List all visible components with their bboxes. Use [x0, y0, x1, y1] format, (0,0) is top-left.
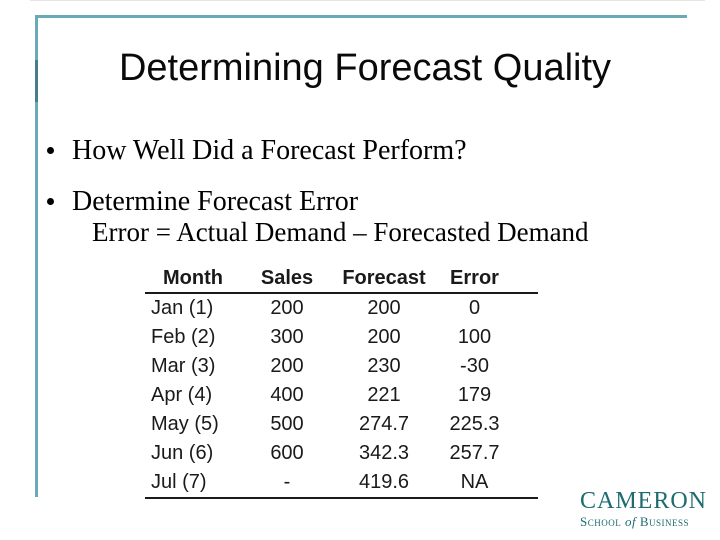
cell-month: Jun (6) — [151, 442, 214, 464]
cell-sales: 200 — [270, 297, 304, 319]
logo-wordmark: CAMERON — [580, 488, 708, 514]
bullet-item-1: How Well Did a Forecast Perform? — [47, 134, 467, 168]
cell-sales: 500 — [270, 413, 304, 435]
slide-frame-left-border — [35, 15, 38, 497]
cell-forecast: 342.3 — [358, 442, 410, 464]
cell-month: Feb (2) — [151, 326, 216, 348]
cell-forecast: 230 — [367, 355, 401, 377]
column-header-month: Month — [145, 266, 241, 294]
table-row: Mar (3) 200 230 -30 — [145, 352, 538, 381]
cell-forecast: 274.7 — [358, 413, 410, 435]
table-row: Apr (4) 400 221 179 — [145, 381, 538, 410]
cell-forecast: 221 — [367, 384, 401, 406]
slide-frame-left-accent — [35, 60, 38, 102]
cell-sales: 300 — [270, 326, 304, 348]
bullet-marker-icon — [47, 198, 54, 205]
cell-error: 257.7 — [449, 442, 500, 464]
cell-month: Mar (3) — [151, 355, 216, 377]
cell-error: 100 — [457, 326, 492, 348]
table-header-row: Month Sales Forecast Error — [145, 266, 538, 294]
forecast-error-table: Month Sales Forecast Error Jan (1) 200 2… — [145, 266, 538, 499]
cell-sales: 600 — [270, 442, 304, 464]
cell-forecast: 419.6 — [333, 468, 435, 499]
bullet-text-2: Determine Forecast Error — [72, 186, 359, 217]
table-row: Jul (7) - 419.6 NA — [145, 468, 538, 499]
cell-forecast: 200 — [367, 297, 401, 319]
slide-frame-top-border — [35, 15, 687, 18]
logo-tagline-business: Business — [639, 514, 690, 529]
cell-month: Jul (7) — [145, 468, 241, 499]
error-formula-line: Error = Actual Demand – Forecasted Deman… — [92, 217, 589, 247]
column-header-error: Error — [435, 266, 538, 294]
cell-sales: 200 — [270, 355, 304, 377]
cell-month: Jan (1) — [151, 297, 214, 319]
table-row: May (5) 500 274.7 225.3 — [145, 410, 538, 439]
logo-tagline-school: School — [580, 514, 622, 529]
column-header-forecast: Forecast — [333, 266, 435, 294]
cell-error: 225.3 — [449, 413, 500, 435]
cell-error: NA — [435, 468, 538, 499]
cell-forecast: 200 — [367, 326, 401, 348]
cell-month: Apr (4) — [151, 384, 213, 406]
top-edge-line — [30, 0, 705, 1]
table-row: Jan (1) 200 200 0 — [145, 293, 538, 323]
table-row: Jun (6) 600 342.3 257.7 — [145, 439, 538, 468]
bullet-marker-icon — [47, 147, 54, 154]
cell-sales: 400 — [270, 384, 304, 406]
cell-error: -30 — [460, 355, 489, 377]
cameron-school-of-business-logo: CAMERON School of Business — [580, 489, 712, 528]
cell-error: 179 — [457, 384, 492, 406]
logo-tagline-of: of — [624, 514, 637, 529]
cell-sales: - — [241, 468, 333, 499]
cell-month: May (5) — [151, 413, 219, 435]
logo-tagline: School of Business — [580, 515, 712, 528]
cell-error: 0 — [468, 297, 481, 319]
table-row: Feb (2) 300 200 100 — [145, 323, 538, 352]
bullet-item-2: Determine Forecast Error — [47, 185, 358, 219]
column-header-sales: Sales — [241, 266, 333, 294]
bullet-text-1: How Well Did a Forecast Perform? — [72, 135, 467, 166]
slide-title: Determining Forecast Quality — [118, 47, 612, 89]
